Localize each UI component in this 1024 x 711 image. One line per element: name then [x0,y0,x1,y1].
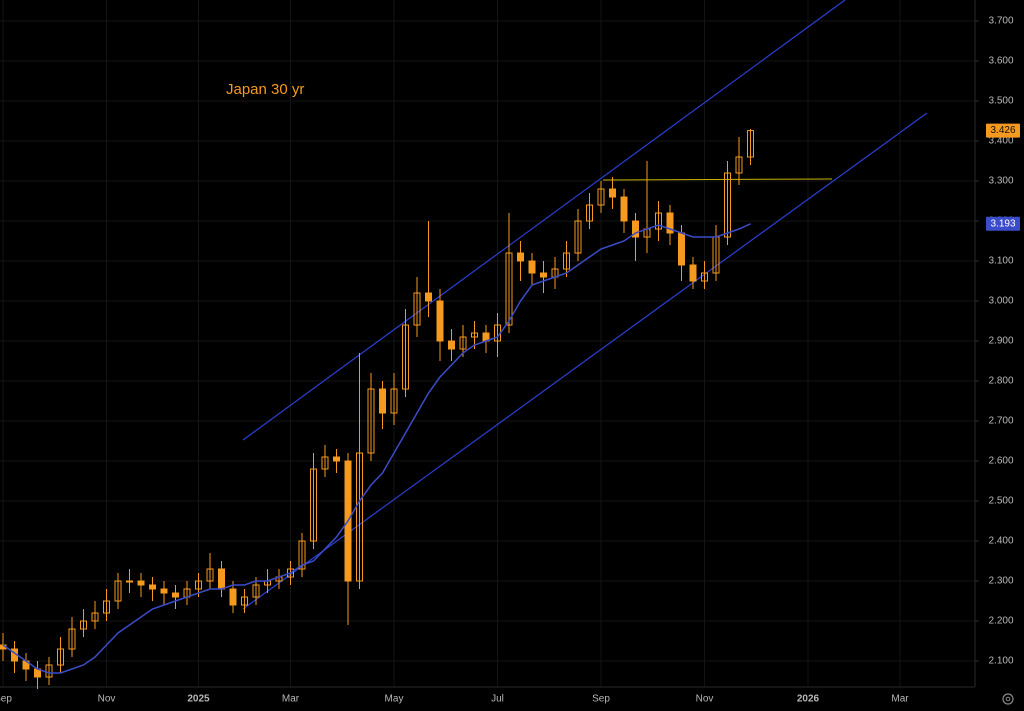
candle-body [379,388,386,414]
candle-body [471,332,478,338]
candle-body [517,252,524,262]
candle-body [505,252,513,326]
candle-body [252,584,260,598]
grid [0,0,975,687]
y-tick-label: 2.800 [988,376,1013,387]
y-tick-label: 3.600 [988,56,1013,67]
candle-body [597,188,605,206]
upper-channel-line [242,0,846,441]
y-tick-label: 3.000 [988,296,1013,307]
y-tick-label: 3.700 [988,16,1013,27]
candle-body [666,212,674,234]
x-tick-label: Jul [491,694,504,705]
candle-body [574,220,582,254]
candle-body [528,260,536,274]
y-tick-label: 2.900 [988,336,1013,347]
x-tick-label: 2025 [187,694,210,705]
settings-icon[interactable] [1002,693,1014,705]
candle-body [367,388,375,454]
last-value-label: 3.193 [990,218,1015,229]
candle-body [298,540,306,570]
candle-body [678,232,685,266]
y-tick-label: 2.400 [988,536,1013,547]
x-tick-label: Sep [0,694,12,705]
last-value-badge [986,123,1020,138]
candle-body [632,220,639,238]
x-tick-label: Nov [696,694,714,705]
candle-body [91,612,99,622]
candle-body [701,272,708,282]
settings-icon-center [1005,696,1011,702]
y-tick-label: 3.100 [988,256,1013,267]
y-tick-label: 2.100 [988,656,1013,667]
last-value-badge [986,216,1020,231]
candle-body [459,336,467,350]
candle-body [45,664,53,678]
y-tick-label: 2.600 [988,456,1013,467]
candle-body [229,588,237,606]
candle-body [57,648,64,666]
y-tick-label: 2.200 [988,616,1013,627]
candle-body [563,252,570,270]
candle-body [689,264,697,282]
candle-body [436,300,444,342]
candle-body [413,292,421,326]
candle-body [195,580,202,590]
candle-body [160,588,168,594]
candle-body [137,580,145,586]
candle-body [321,456,329,470]
candle-body [390,388,398,414]
candle-body [80,620,87,630]
x-tick-label: Mar [282,694,300,705]
x-tick-label: Nov [98,694,116,705]
y-tick-label: 2.300 [988,576,1013,587]
y-tick-label: 3.300 [988,176,1013,187]
moving-average-line [2,223,751,674]
candle-body [540,272,547,278]
candle-body [333,456,340,462]
last-value-label: 3.426 [990,125,1015,136]
x-tick-label: Sep [592,694,610,705]
candle-body [724,172,731,238]
candle-body [310,468,317,542]
horizontal-level-line [602,178,833,181]
x-tick-label: 2026 [797,694,820,705]
chart-title: Japan 30 yr [226,81,304,98]
candle-body [287,568,294,578]
candle-body [172,592,179,598]
candle-body [609,188,616,198]
candle-body [149,584,156,590]
candle-body [586,204,593,222]
candle-body [218,568,225,590]
candle-body [735,156,743,174]
candle-body [68,628,76,650]
candle-body [747,130,754,158]
candle-body [620,196,628,222]
candle-body [241,596,248,606]
candle-body [425,292,432,302]
candle-body [655,212,662,230]
candle-body [356,452,363,582]
y-tick-label: 2.500 [988,496,1013,507]
y-tick-label: 3.500 [988,96,1013,107]
candle-body [448,340,455,350]
x-tick-label: May [385,694,404,705]
candle-body [206,568,214,582]
candle-body [103,600,110,614]
y-tick-label: 3.400 [988,136,1013,147]
candle-body [126,580,133,583]
x-tick-label: Mar [891,694,909,705]
y-tick-label: 2.700 [988,416,1013,427]
candle-body [402,324,409,390]
candle-body [114,580,122,602]
